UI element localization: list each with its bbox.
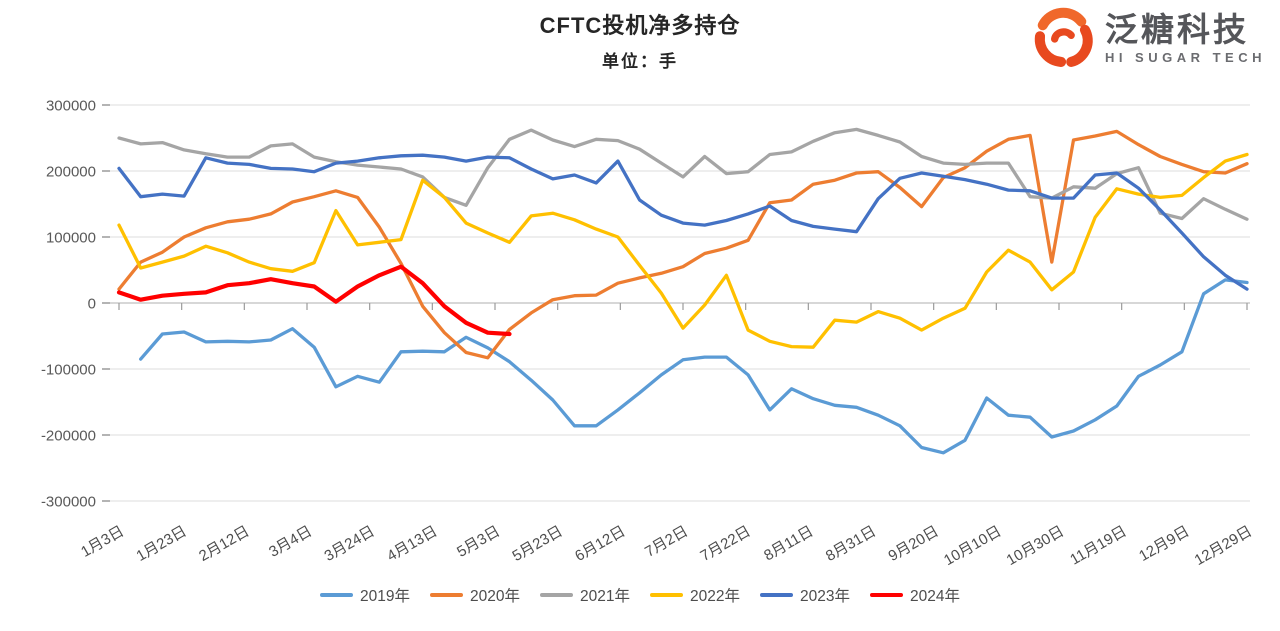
x-axis-label: 6月12日 (572, 523, 628, 565)
legend-label: 2023年 (799, 588, 850, 605)
x-axis-label: 12月9日 (1136, 523, 1192, 565)
y-axis-label: -200000 (41, 428, 96, 445)
legend-swatch (430, 593, 464, 597)
hi-sugar-tech-logo: 泛糖科技 HI SUGAR TECH (1029, 6, 1266, 72)
chart-legend: 2019年 2020年 2021年 2022年 2023年 2024年 (0, 584, 1280, 606)
series-line-2023年 (117, 153, 1249, 291)
swirl-s-icon (1034, 7, 1093, 67)
y-axis-label: 300000 (46, 98, 96, 115)
x-axis-label: 2月12日 (196, 523, 252, 565)
x-axis-label: 10月30日 (1004, 523, 1067, 569)
legend-swatch (650, 593, 683, 597)
x-axis-label: 7月2日 (642, 523, 691, 561)
series-line-2021年 (117, 127, 1249, 221)
legend-swatch (869, 593, 903, 597)
legend-item-2023年: 2023年 (759, 584, 850, 606)
chart-title: CFTC投机净多持仓 (539, 13, 741, 38)
legend-item-2021年: 2021年 (540, 584, 630, 606)
x-axis-label: 1月3日 (78, 523, 127, 561)
y-axis-label: 0 (88, 296, 96, 313)
series-line-2024年 (116, 264, 512, 337)
series-line-2020年 (117, 129, 1249, 360)
series-line-2022年 (117, 152, 1249, 349)
x-axis-label: 8月31日 (823, 523, 879, 565)
legend-item-2022年: 2022年 (650, 584, 740, 606)
legend-label: 2020年 (470, 588, 521, 605)
x-axis-label: 3月4日 (266, 523, 315, 561)
logo-brand-name: 泛糖科技 (1104, 11, 1249, 49)
y-axis-label: -300000 (41, 494, 96, 511)
series-line-2019年 (139, 278, 1249, 455)
x-axis-label: 8月11日 (761, 523, 816, 565)
logo-tagline: HI SUGAR TECH (1104, 49, 1266, 65)
x-axis-label: 3月24日 (322, 523, 378, 565)
x-axis-label: 1月23日 (134, 523, 190, 565)
logo-text: 泛糖科技 HI SUGAR TECH (1105, 13, 1266, 65)
x-axis-label: 10月10日 (941, 523, 1004, 569)
x-axis-label: 12月29日 (1192, 523, 1255, 569)
legend-item-2019年: 2019年 (320, 584, 410, 606)
x-axis-label: 5月23日 (510, 523, 566, 565)
x-axis-label: 7月22日 (698, 523, 754, 565)
y-axis-label: -100000 (41, 362, 96, 379)
legend-swatch (540, 593, 574, 597)
legend-label: 2022年 (690, 588, 740, 605)
legend-label: 2021年 (580, 588, 630, 605)
y-axis-label: 100000 (46, 230, 96, 247)
legend-swatch (320, 593, 354, 597)
legend-swatch (759, 593, 793, 597)
legend-item-2020年: 2020年 (430, 584, 520, 606)
x-axis-label: 9月20日 (886, 523, 942, 565)
legend-label: 2024年 (909, 588, 960, 605)
legend-label: 2019年 (360, 588, 411, 605)
y-axis-label: 200000 (46, 164, 96, 181)
legend-item-2024年: 2024年 (869, 584, 960, 606)
x-axis-label: 5月3日 (454, 523, 503, 561)
chart-header: CFTC投机净多持仓 单位：手 (0, 8, 1280, 72)
chart-unit-subtitle: 单位：手 (602, 52, 678, 71)
x-axis-label: 11月19日 (1067, 523, 1129, 569)
x-axis-label: 4月13日 (384, 523, 440, 565)
